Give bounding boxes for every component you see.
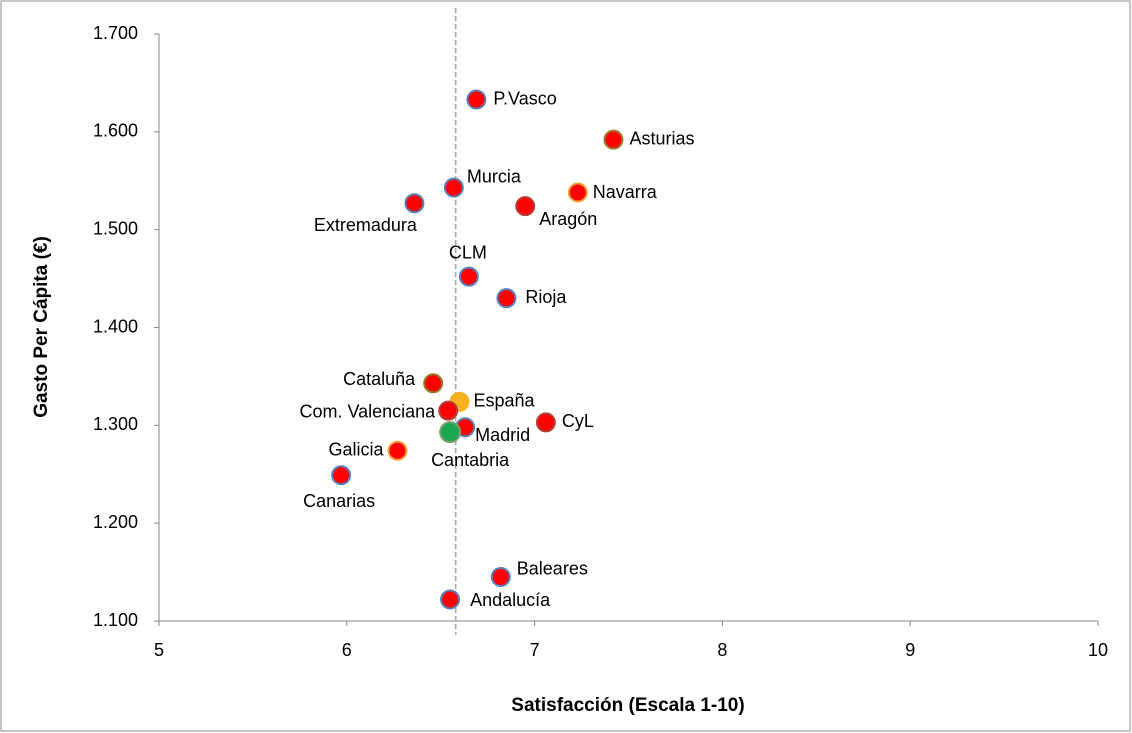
x-tick-label: 8 xyxy=(717,640,727,660)
point-label: Rioja xyxy=(525,287,567,307)
point-label: Galicia xyxy=(328,440,384,460)
x-tick-label: 9 xyxy=(905,640,915,660)
point xyxy=(496,288,517,309)
point-label: Andalucía xyxy=(470,590,551,610)
y-tick-label: 1.100 xyxy=(93,610,138,630)
point-label: Murcia xyxy=(467,166,522,186)
point-label: Navarra xyxy=(593,182,658,202)
point xyxy=(567,182,588,203)
x-tick-label: 6 xyxy=(342,640,352,660)
point-label: Baleares xyxy=(517,559,588,579)
point-label: P.Vasco xyxy=(493,88,556,108)
point xyxy=(490,566,511,587)
point-label: Aragón xyxy=(539,209,597,229)
point xyxy=(443,177,464,198)
y-tick-label: 1.300 xyxy=(93,414,138,434)
point-label: Cantabria xyxy=(431,450,510,470)
y-axis-title: Gasto Per Cápita (€) xyxy=(31,236,52,418)
point-label: CyL xyxy=(562,411,594,431)
point-label: Cataluña xyxy=(343,369,416,389)
x-tick-label: 7 xyxy=(530,640,540,660)
point-label: Canarias xyxy=(303,491,375,511)
point-label: Asturias xyxy=(629,128,694,148)
y-tick-label: 1.500 xyxy=(93,218,138,238)
point xyxy=(603,129,624,150)
x-tick-label: 10 xyxy=(1088,640,1108,660)
point xyxy=(387,440,408,461)
point-label: CLM xyxy=(449,242,487,262)
point xyxy=(423,373,444,394)
y-tick-label: 1.400 xyxy=(93,316,138,336)
point xyxy=(331,465,352,486)
point xyxy=(404,193,425,214)
point xyxy=(515,196,536,217)
point xyxy=(439,421,462,444)
point-label: Com. Valenciana xyxy=(299,401,436,421)
point xyxy=(438,400,459,421)
point xyxy=(535,412,556,433)
point-label: Madrid xyxy=(475,425,530,445)
point-label: España xyxy=(473,391,535,411)
y-tick-label: 1.700 xyxy=(93,23,138,43)
point xyxy=(458,266,479,287)
point xyxy=(440,589,461,610)
y-tick-label: 1.200 xyxy=(93,512,138,532)
y-tick-label: 1.600 xyxy=(93,121,138,141)
point-label: Extremadura xyxy=(314,215,418,235)
x-axis-title: Satisfacción (Escala 1-10) xyxy=(511,695,744,716)
x-tick-label: 5 xyxy=(154,640,164,660)
point xyxy=(466,89,487,110)
